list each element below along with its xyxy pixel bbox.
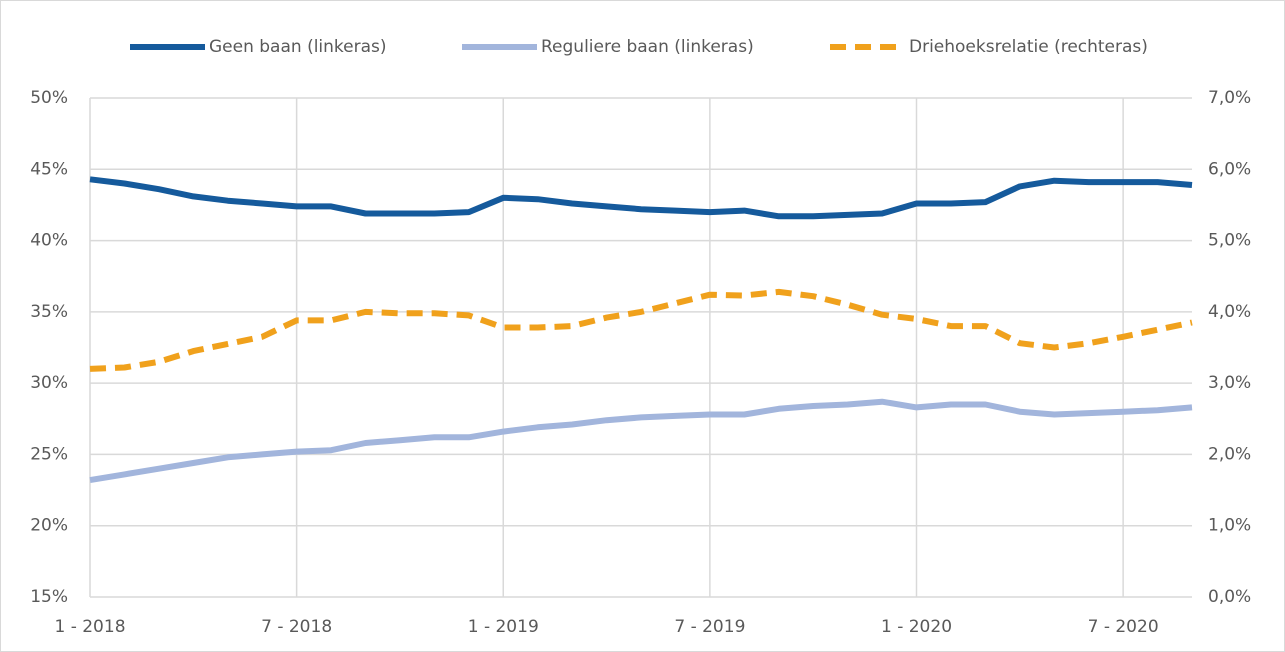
series-line	[89, 398, 1193, 484]
x-tick-label: 1 - 2020	[881, 617, 952, 637]
legend-label: Driehoeksrelatie (rechteras)	[909, 37, 1148, 57]
y-tick-label: 15%	[30, 587, 68, 607]
x-tick-label: 7 - 2019	[674, 617, 745, 637]
legend-label: Geen baan (linkeras)	[209, 37, 387, 57]
y2-tick-label: 1,0%	[1208, 516, 1251, 536]
y2-tick-label: 6,0%	[1208, 159, 1251, 179]
y-tick-label: 35%	[30, 302, 68, 322]
y2-tick-label: 4,0%	[1208, 302, 1251, 322]
y2-tick-label: 0,0%	[1208, 587, 1251, 607]
series-line	[89, 176, 1193, 220]
y-tick-label: 30%	[30, 373, 68, 393]
x-tick-label: 1 - 2019	[468, 617, 539, 637]
y-tick-label: 25%	[30, 444, 68, 464]
y-tick-label: 40%	[30, 231, 68, 251]
y2-tick-label: 3,0%	[1208, 373, 1251, 393]
y2-tick-label: 7,0%	[1208, 88, 1251, 108]
y-tick-label: 20%	[30, 516, 68, 536]
y2-tick-label: 2,0%	[1208, 444, 1251, 464]
x-tick-label: 1 - 2018	[54, 617, 125, 637]
x-tick-label: 7 - 2018	[261, 617, 332, 637]
y-tick-label: 45%	[30, 159, 68, 179]
y2-tick-label: 5,0%	[1208, 231, 1251, 251]
legend-label: Reguliere baan (linkeras)	[541, 37, 754, 57]
x-tick-label: 7 - 2020	[1088, 617, 1159, 637]
series-line	[89, 288, 1193, 372]
y-tick-label: 50%	[30, 88, 68, 108]
